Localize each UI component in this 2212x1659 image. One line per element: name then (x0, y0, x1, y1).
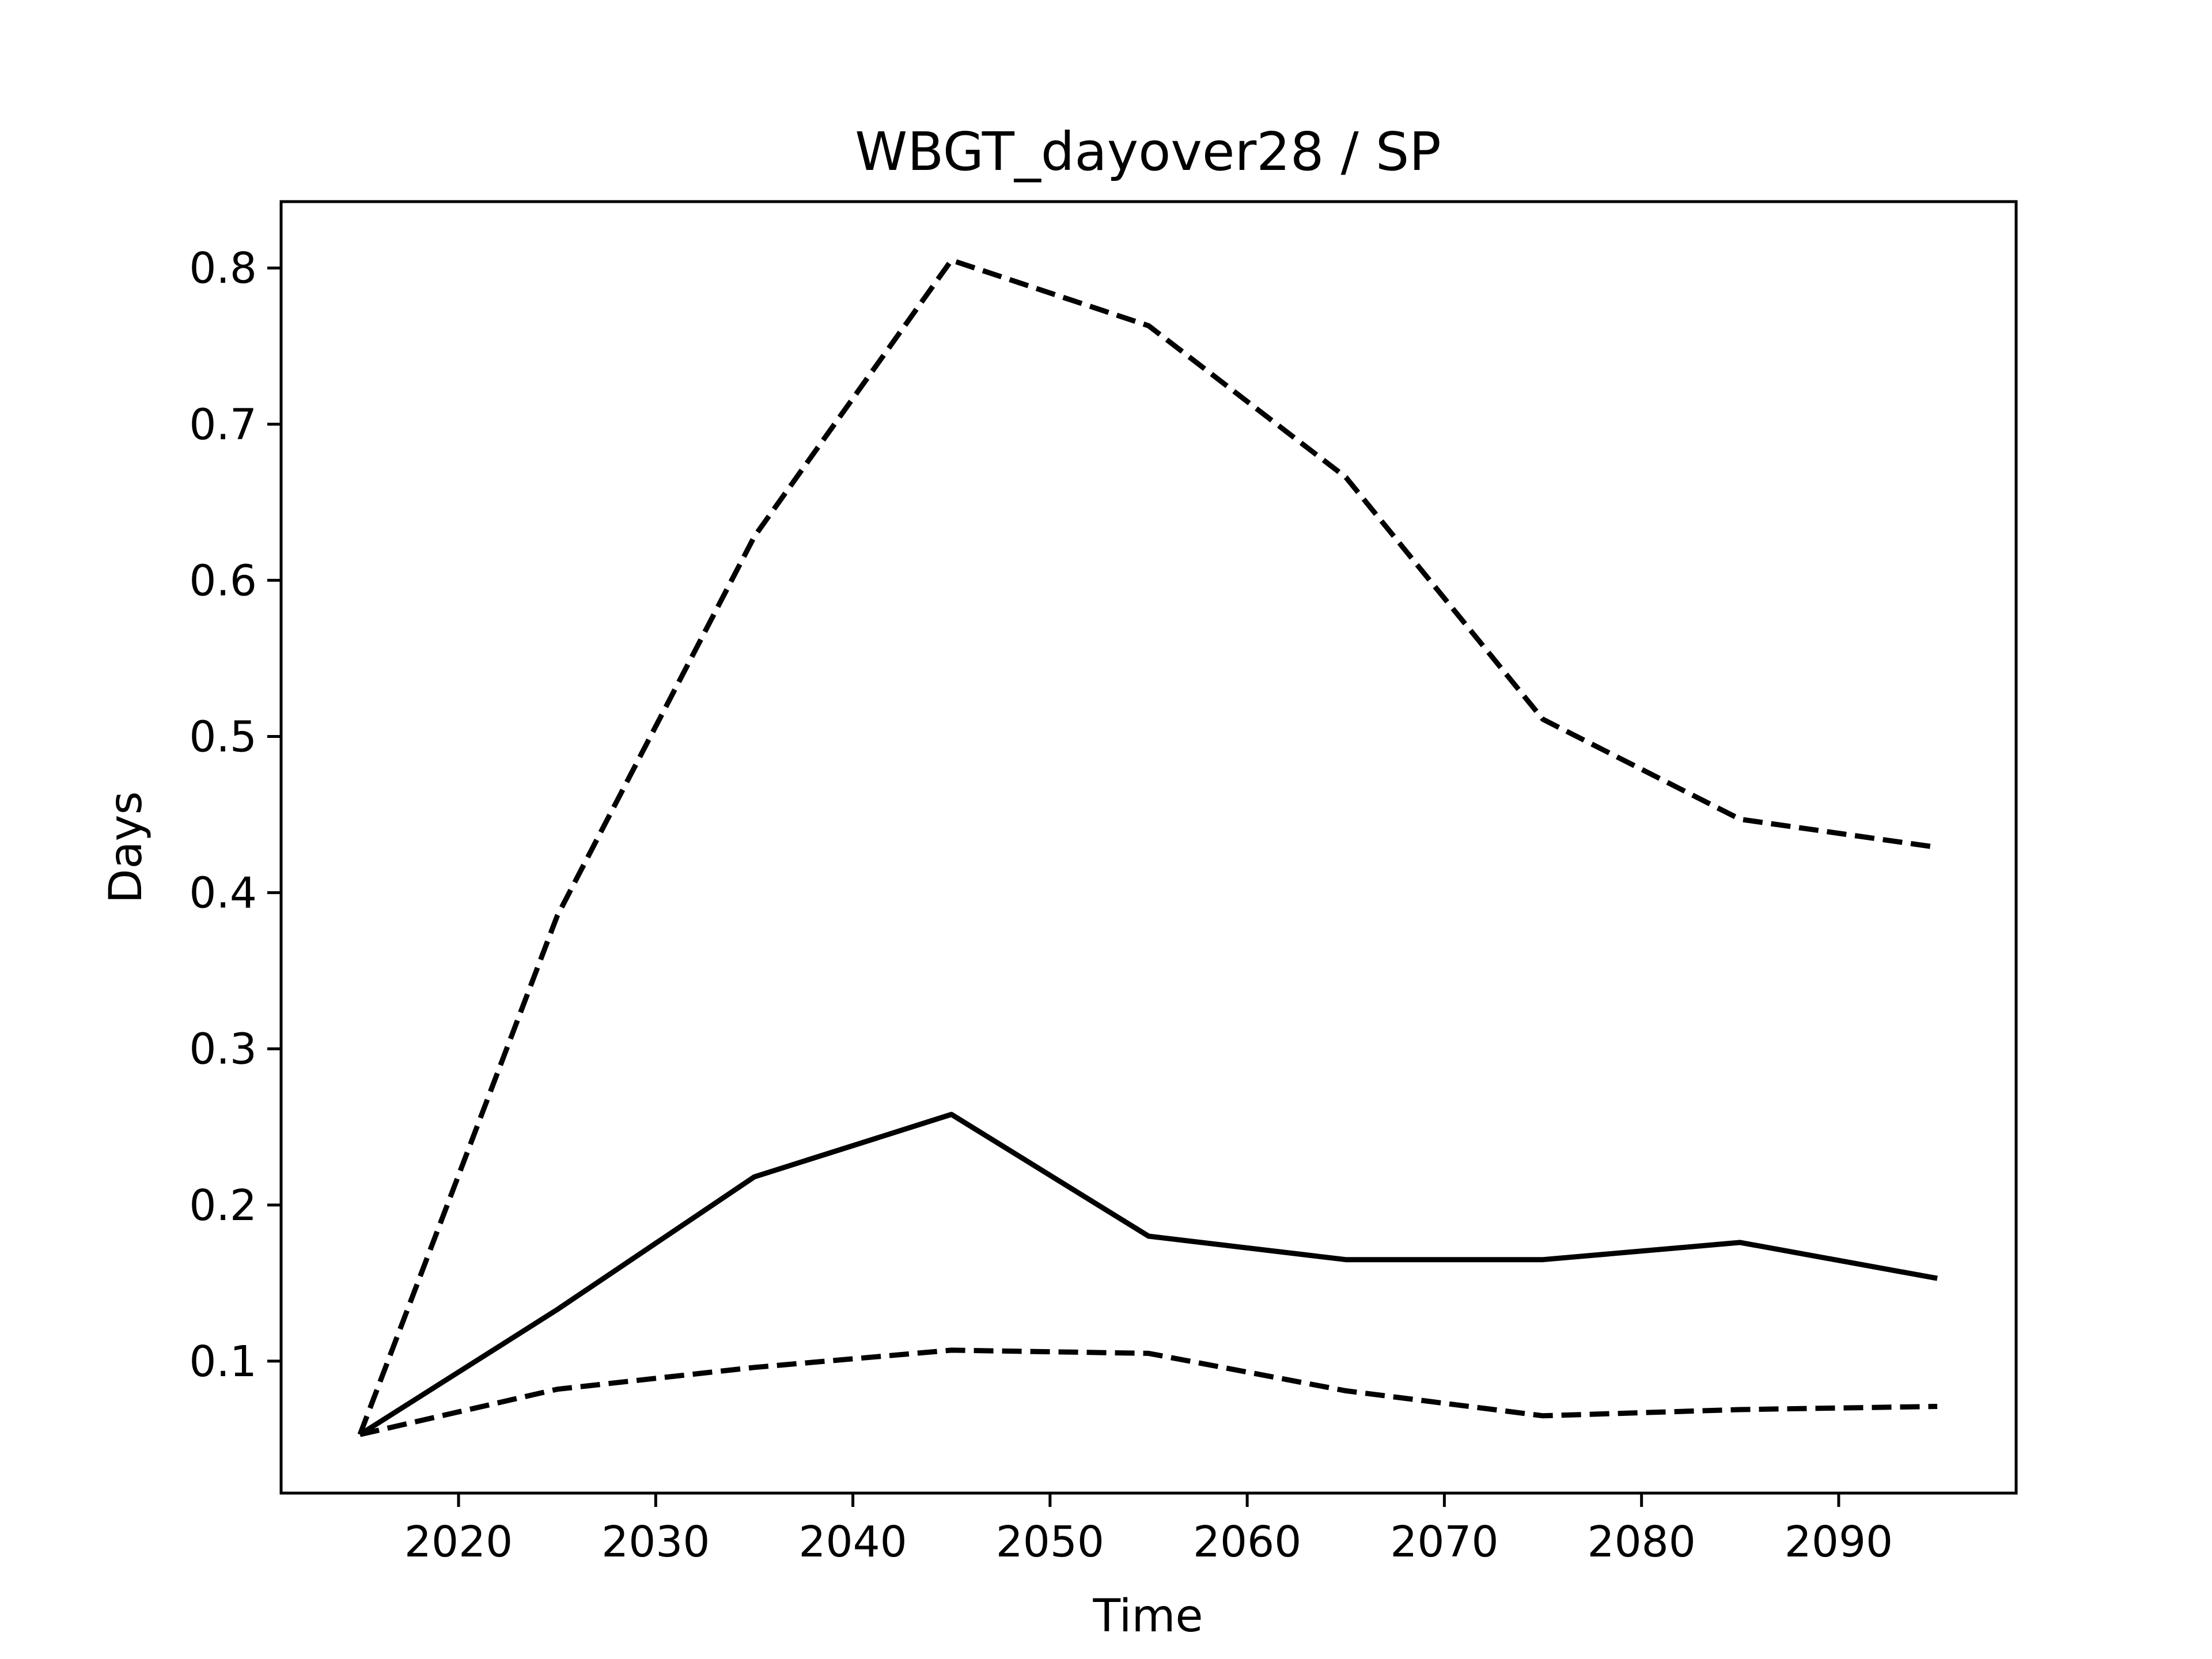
y-axis: 0.1 0.2 0.3 0.4 0.5 0.6 0.7 0.8 (189, 244, 281, 1387)
x-tick-label: 2060 (1193, 1517, 1301, 1567)
y-tick-label: 0.8 (189, 244, 257, 293)
chart-title: WBGT_dayover28 / SP (855, 121, 1441, 183)
y-tick-label: 0.5 (189, 713, 257, 762)
y-tick-label: 0.1 (189, 1337, 257, 1387)
x-tick-label: 2030 (601, 1517, 710, 1567)
x-tick-label: 2040 (798, 1517, 907, 1567)
y-tick-label: 0.7 (189, 400, 257, 449)
series-layer (357, 257, 1938, 1437)
y-axis-label: Days (100, 791, 152, 904)
x-tick-label: 2050 (996, 1517, 1104, 1567)
series-median-line (358, 1112, 1938, 1437)
x-axis-label: Time (1093, 1590, 1203, 1642)
y-tick-label: 0.6 (189, 556, 257, 605)
y-tick-label: 0.4 (189, 869, 257, 918)
x-tick-label: 2020 (404, 1517, 513, 1567)
series-lower-bound-line (359, 1347, 1938, 1437)
x-tick-label: 2070 (1390, 1517, 1498, 1567)
plot-frame (279, 200, 2018, 1495)
x-tick-label: 2080 (1588, 1517, 1696, 1567)
x-tick-label: 2090 (1785, 1517, 1893, 1567)
series-upper-bound-line (357, 257, 1938, 1435)
x-axis: 2020 2030 2040 2050 2060 2070 2080 2090 (404, 1493, 1893, 1567)
y-tick-label: 0.3 (189, 1025, 257, 1074)
y-tick-label: 0.2 (189, 1181, 257, 1230)
